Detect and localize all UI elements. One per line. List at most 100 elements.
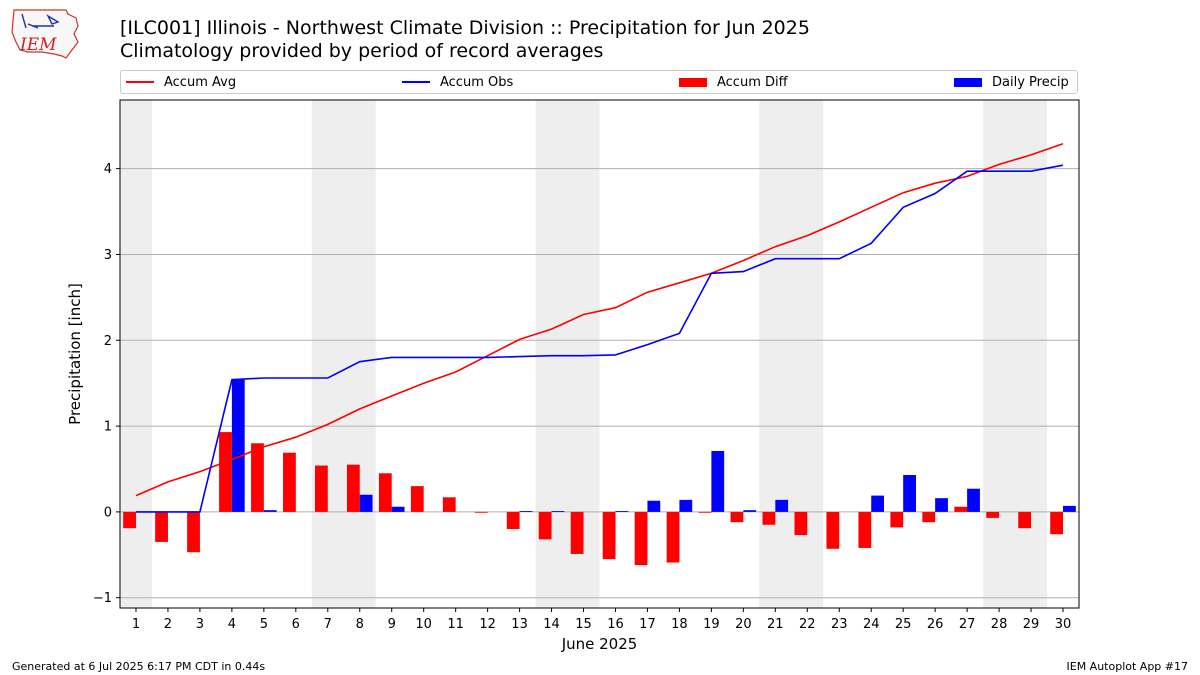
x-tick-label: 12: [479, 617, 496, 632]
chart-subtitle: Climatology provided by period of record…: [120, 40, 604, 62]
x-tick-label: 22: [799, 617, 816, 632]
x-tick-label: 5: [260, 617, 268, 632]
legend: Accum Avg Accum Obs Accum Diff Daily Pre…: [120, 70, 1078, 94]
x-tick-label: 17: [639, 617, 656, 632]
accum-diff-bar: [283, 452, 296, 512]
accum-diff-bar: [858, 511, 872, 548]
x-tick-label: 3: [196, 617, 204, 632]
y-tick-label: 0: [104, 505, 112, 520]
x-tick-label: 20: [735, 617, 752, 632]
accum-diff-bar: [570, 511, 584, 554]
accum-diff-bar: [538, 511, 552, 540]
accum-diff-bar: [634, 511, 648, 566]
legend-swatch-accum-obs: [402, 81, 430, 83]
accum-diff-bar: [474, 511, 488, 513]
accum-diff-bar: [1050, 511, 1064, 535]
accum-diff-bar: [155, 511, 168, 542]
y-axis-label: Precipitation [inch]: [66, 283, 84, 425]
x-tick-label: 18: [671, 617, 688, 632]
daily-precip-bar: [935, 498, 948, 512]
daily-precip-bar: [391, 506, 405, 512]
x-tick-label: 10: [415, 617, 432, 632]
weekend-band: [759, 100, 824, 608]
legend-swatch-accum-diff: [679, 77, 707, 87]
accum-diff-bar: [922, 511, 936, 523]
daily-precip-bar: [231, 379, 245, 512]
accum-diff-bar: [762, 511, 776, 525]
legend-label-accum-obs: Accum Obs: [440, 74, 514, 90]
x-tick-label: 11: [447, 617, 464, 632]
daily-precip-bar: [615, 511, 629, 512]
plot-frame: [119, 99, 1080, 609]
x-tick-label: 7: [324, 617, 332, 632]
x-tick-label: 16: [607, 617, 624, 632]
accum-diff-bar: [666, 511, 680, 563]
accum-diff-bar: [986, 511, 1000, 518]
legend-label-accum-avg: Accum Avg: [164, 74, 237, 90]
legend-swatch-daily-precip: [954, 77, 982, 87]
x-tick-label: 30: [1055, 617, 1072, 632]
x-tick-label: 25: [895, 617, 912, 632]
accum-diff-bar: [954, 506, 968, 512]
x-tick-label: 14: [543, 617, 560, 632]
daily-precip-bar: [359, 494, 373, 512]
legend-swatch-accum-avg: [126, 81, 154, 83]
x-tick-label: 19: [703, 617, 720, 632]
accum-diff-bar: [890, 511, 904, 528]
legend-label-daily-precip: Daily Precip: [992, 74, 1069, 90]
accum-diff-bar: [187, 511, 200, 553]
legend-item-accum-diff: Accum Diff: [679, 71, 788, 93]
generated-footer: Generated at 6 Jul 2025 6:17 PM CDT in 0…: [12, 660, 266, 673]
app-footer: IEM Autoplot App #17: [1066, 660, 1189, 673]
daily-precip-bar: [551, 511, 565, 512]
y-tick-label: 3: [104, 248, 112, 263]
daily-precip-bar: [679, 499, 693, 512]
accum-diff-bar: [346, 464, 360, 512]
legend-item-daily-precip: Daily Precip: [954, 71, 1069, 93]
x-tick-label: 28: [991, 617, 1008, 632]
x-tick-label: 21: [767, 617, 784, 632]
daily-precip-bar: [263, 510, 277, 512]
y-tick-label: −1: [93, 591, 112, 606]
x-tick-label: 1: [132, 617, 140, 632]
daily-precip-bar: [775, 499, 789, 512]
x-tick-label: 24: [863, 617, 880, 632]
iem-logo: IEM: [11, 9, 79, 59]
x-tick-label: 6: [292, 617, 300, 632]
x-tick-label: 29: [1023, 617, 1040, 632]
accum-avg-line: [135, 143, 1064, 497]
x-axis-label: June 2025: [561, 635, 638, 653]
legend-item-accum-obs: Accum Obs: [402, 71, 513, 93]
accum-diff-bar: [378, 473, 392, 512]
x-tick-label: 26: [927, 617, 944, 632]
daily-precip-bar: [1063, 505, 1076, 512]
accum-diff-bar: [730, 511, 744, 523]
weekend-band: [983, 100, 1048, 608]
daily-precip-bar: [711, 450, 725, 512]
weather-vane-icon: [21, 13, 60, 29]
logo-text: IEM: [19, 35, 57, 55]
weekend-band: [311, 100, 376, 608]
accum-diff-bar: [1018, 511, 1032, 529]
x-tick-label: 9: [388, 617, 396, 632]
accum-diff-bar: [698, 511, 712, 513]
accum-diff-bar: [123, 511, 136, 529]
x-tick-label: 23: [831, 617, 848, 632]
y-tick-label: 4: [104, 162, 112, 177]
x-tick-label: 4: [228, 617, 236, 632]
accum-diff-bar: [506, 511, 520, 530]
weekend-band: [120, 100, 152, 608]
accum-diff-bar: [602, 511, 616, 560]
legend-label-accum-diff: Accum Diff: [717, 74, 788, 90]
x-tick-label: 15: [575, 617, 592, 632]
accum-diff-bar: [251, 443, 264, 512]
accum-diff-bar: [794, 511, 808, 536]
accum-diff-bar: [314, 465, 328, 512]
daily-precip-bar: [743, 510, 757, 512]
x-tick-label: 13: [511, 617, 528, 632]
accum-diff-bar: [442, 497, 456, 512]
daily-precip-bar: [647, 500, 661, 512]
chart-title: [ILC001] Illinois - Northwest Climate Di…: [120, 17, 810, 39]
daily-precip-bar: [871, 495, 885, 512]
